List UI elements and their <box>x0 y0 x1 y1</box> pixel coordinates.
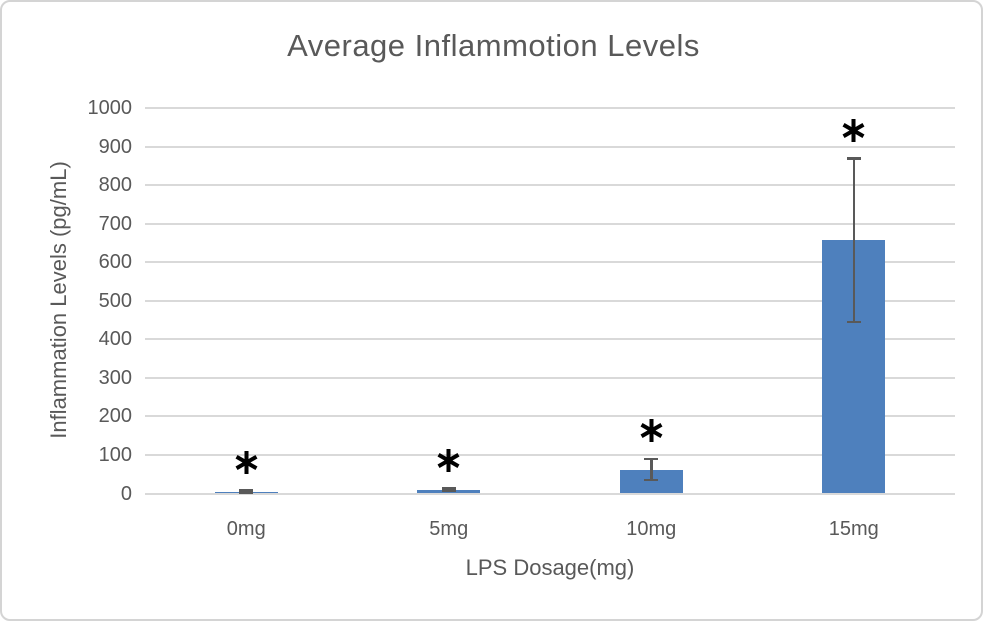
x-tick-label-0mg: 0mg <box>226 518 266 540</box>
y-tick-label: 0 <box>120 482 132 505</box>
x-axis-title: LPS Dosage(mg) <box>465 555 635 580</box>
bar-10mg <box>619 469 683 494</box>
gridline <box>145 453 955 456</box>
error-bar-cap-bottom-0mg <box>239 491 254 494</box>
error-bar-10mg <box>650 458 653 481</box>
y-tick-label: 900 <box>98 135 132 158</box>
gridline <box>145 338 955 341</box>
gridline <box>145 107 955 109</box>
gridline <box>145 376 955 379</box>
significance-asterisk-0mg <box>235 450 258 474</box>
gridline <box>145 261 955 264</box>
gridline <box>145 222 955 225</box>
error-bar-cap-top-10mg <box>644 457 659 461</box>
gridline <box>145 415 955 418</box>
significance-asterisk-10mg <box>640 419 663 443</box>
gridline <box>145 184 955 187</box>
y-tick-label: 100 <box>98 443 132 466</box>
x-tick-label-10mg: 10mg <box>626 518 677 540</box>
chart-title: Average Inflammotion Levels <box>287 28 700 63</box>
y-tick-label: 200 <box>98 405 132 428</box>
error-bar-5mg <box>447 488 450 492</box>
error-bar-cap-top-15mg <box>846 157 861 160</box>
error-bar-cap-bottom-10mg <box>644 478 659 482</box>
error-bar-cap-top-5mg <box>441 487 456 490</box>
y-tick-label: 400 <box>98 328 132 351</box>
significance-asterisk-5mg <box>437 448 460 472</box>
error-bar-cap-bottom-15mg <box>846 320 861 324</box>
y-tick-label: 300 <box>98 366 132 389</box>
gridline <box>145 299 955 302</box>
y-tick-label: 1000 <box>87 97 133 119</box>
y-tick-label: 600 <box>98 251 132 274</box>
error-bar-cap-top-0mg <box>239 489 254 492</box>
x-tick-label-5mg: 5mg <box>429 518 469 540</box>
y-tick-label: 700 <box>98 212 132 235</box>
error-bar-15mg <box>852 158 855 323</box>
gridline <box>145 145 955 148</box>
significance-asterisk-15mg <box>842 118 865 142</box>
gridline <box>145 492 955 495</box>
x-tick-label-15mg: 15mg <box>828 518 879 540</box>
y-tick-label: 500 <box>98 289 132 312</box>
y-tick-label: 800 <box>98 174 132 197</box>
error-bar-cap-bottom-5mg <box>441 489 456 493</box>
